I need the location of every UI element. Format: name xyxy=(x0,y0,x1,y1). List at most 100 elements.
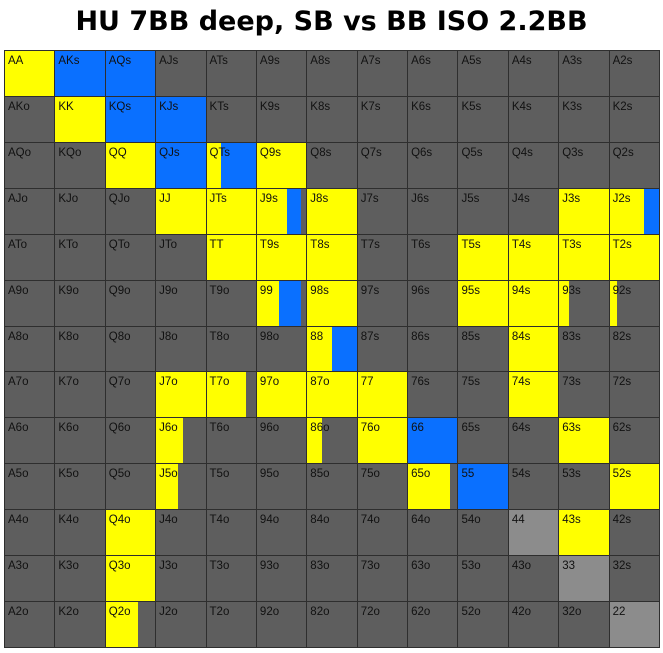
hand-cell-ato: ATo xyxy=(5,234,56,281)
hand-cell-q4o: Q4o xyxy=(105,510,157,557)
hand-label: K6o xyxy=(58,422,79,435)
hand-label: K3s xyxy=(562,100,583,113)
hand-label: Q5o xyxy=(108,468,131,481)
hand-cell-k5o: K5o xyxy=(55,464,106,511)
hand-label: 98o xyxy=(259,330,280,343)
hand-label: AJs xyxy=(159,55,179,67)
hand-label: Q9s xyxy=(259,146,282,159)
hand-cell-j4o: J4o xyxy=(156,510,207,557)
hand-cell-k5s: K5s xyxy=(458,96,509,143)
hand-cell-t6o: T6o xyxy=(206,418,257,465)
hand-fill-blue xyxy=(279,280,302,326)
hand-label: QTo xyxy=(108,238,130,251)
hand-fill-blue xyxy=(156,142,206,188)
hand-cell-q9o: Q9o xyxy=(105,280,157,327)
hand-label: K5s xyxy=(461,100,482,113)
hand-label: 63o xyxy=(411,560,431,573)
hand-label: JJ xyxy=(159,192,171,205)
hand-fill-yellow xyxy=(609,188,645,234)
hand-label: 52o xyxy=(461,606,481,619)
hand-cell-86o: 86o xyxy=(307,418,358,465)
hand-label: 98s xyxy=(310,284,329,297)
hand-cell-94o: 94o xyxy=(256,510,308,557)
hand-fill-yellow xyxy=(458,234,508,280)
hand-label: 96s xyxy=(411,284,430,297)
hand-cell-t8s: T8s xyxy=(307,234,358,281)
hand-fill-yellow xyxy=(609,464,659,510)
hand-label: TT xyxy=(209,238,224,251)
hand-label: T8s xyxy=(310,238,330,251)
hand-cell-t4o: T4o xyxy=(206,510,257,557)
hand-label: Q6s xyxy=(411,146,433,159)
hand-cell-q3o: Q3o xyxy=(105,556,157,603)
hand-label: K8s xyxy=(310,100,331,113)
hand-fill-blue xyxy=(105,96,156,142)
hand-cell-a8s: A8s xyxy=(307,51,358,97)
hand-cell-t8o: T8o xyxy=(206,326,257,373)
hand-cell-84s: 84s xyxy=(508,326,560,373)
hand-fill-yellow xyxy=(559,418,609,464)
hand-cell-q5o: Q5o xyxy=(105,464,157,511)
hand-cell-k3s: K3s xyxy=(559,96,610,143)
hand-label: QJs xyxy=(159,146,180,159)
hand-label: KJs xyxy=(159,100,179,113)
hand-fill-blue xyxy=(156,96,206,142)
hand-label: 75o xyxy=(360,468,380,481)
hand-label: 42s xyxy=(612,514,632,527)
hand-label: ATo xyxy=(8,238,27,251)
hand-label: K9o xyxy=(58,284,79,297)
hand-cell-a2o: A2o xyxy=(5,602,56,648)
hand-label: 72s xyxy=(612,376,632,389)
hand-cell-j8o: J8o xyxy=(156,326,207,373)
hand-label: 53o xyxy=(461,560,481,573)
hand-cell-97o: 97o xyxy=(256,372,308,419)
hand-cell-75o: 75o xyxy=(357,464,409,511)
hand-cell-66: 66 xyxy=(408,418,459,465)
hand-label: 65o xyxy=(411,468,431,481)
hand-fill-yellow xyxy=(156,188,206,234)
hand-cell-97s: 97s xyxy=(357,280,409,327)
hand-label: K9s xyxy=(259,100,280,113)
hand-label: T9s xyxy=(259,238,280,251)
hand-label: A6s xyxy=(411,55,431,67)
hand-label: T5s xyxy=(461,238,481,251)
hand-fill-yellow xyxy=(559,510,609,556)
hand-cell-q8s: Q8s xyxy=(307,142,358,189)
hand-fill-yellow xyxy=(609,280,618,326)
hand-fill-yellow xyxy=(508,234,559,280)
hand-cell-q2s: Q2s xyxy=(609,142,660,189)
hand-fill-blue xyxy=(105,51,156,96)
hand-label: 54o xyxy=(461,514,481,527)
hand-label: KK xyxy=(58,100,74,113)
hand-cell-k2o: K2o xyxy=(55,602,106,648)
hand-label: 43s xyxy=(562,514,581,527)
hand-fill-yellow xyxy=(156,372,206,418)
hand-fill-light-gray xyxy=(508,510,559,556)
hand-label: A8o xyxy=(8,330,29,343)
hand-cell-77: 77 xyxy=(357,372,409,419)
hand-cell-96o: 96o xyxy=(256,418,308,465)
hand-label: 94s xyxy=(511,284,531,297)
hand-fill-yellow xyxy=(156,418,184,464)
hand-cell-q6o: Q6o xyxy=(105,418,157,465)
hand-cell-k2s: K2s xyxy=(609,96,660,143)
hand-label: T2s xyxy=(612,238,632,251)
hand-label: J4o xyxy=(159,514,178,527)
hand-label: A3o xyxy=(8,560,29,573)
hand-label: KJo xyxy=(58,192,79,205)
hand-label: Q7s xyxy=(360,146,382,159)
hand-cell-54o: 54o xyxy=(458,510,509,557)
hand-label: 54s xyxy=(511,468,531,481)
hand-label: Q8o xyxy=(108,330,131,343)
hand-cell-t4s: T4s xyxy=(508,234,560,281)
hand-fill-yellow xyxy=(206,188,256,234)
hand-label: Q3o xyxy=(108,560,131,573)
hand-label: 87o xyxy=(310,376,330,389)
hand-label: J7o xyxy=(159,376,178,389)
hand-cell-ajs: AJs xyxy=(156,51,207,97)
hand-cell-64s: 64s xyxy=(508,418,560,465)
hand-cell-kjo: KJo xyxy=(55,188,106,235)
hand-fill-yellow xyxy=(256,234,307,280)
hand-cell-88: 88 xyxy=(307,326,358,373)
hand-cell-t2o: T2o xyxy=(206,602,257,648)
